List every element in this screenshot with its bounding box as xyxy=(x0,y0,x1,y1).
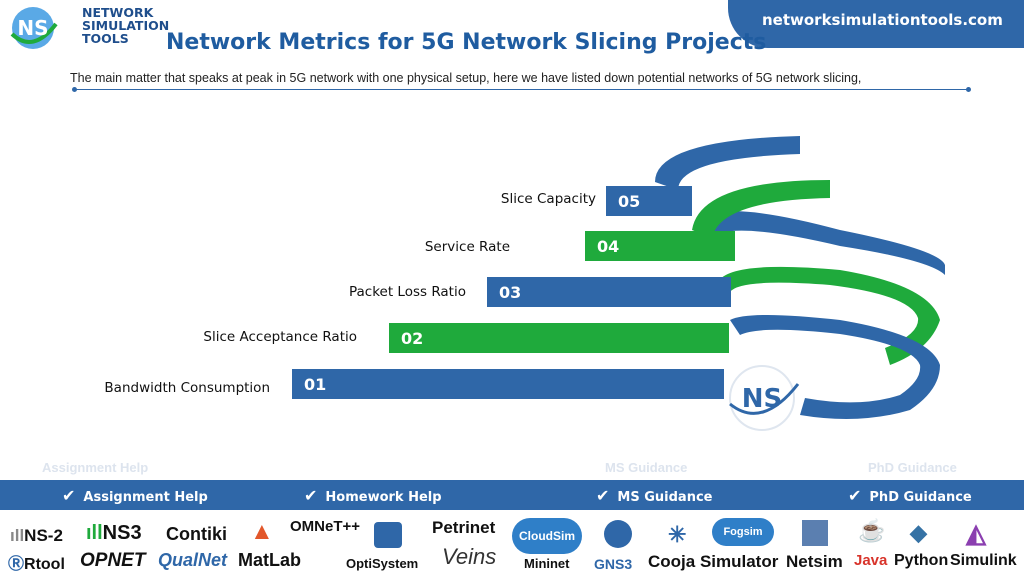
java-icon: ☕ xyxy=(858,518,886,543)
metric-number-5: 05 xyxy=(618,192,641,211)
metric-number-4: 04 xyxy=(597,237,620,256)
subtitle-dot-right xyxy=(966,87,971,92)
ghost-ms: MS Guidance xyxy=(605,460,688,475)
brand-logo[interactable]: NS NETWORK SIMULATION TOOLS xyxy=(4,2,169,54)
gns3-icon xyxy=(604,520,632,548)
check-icon: ✔ xyxy=(304,486,318,505)
veins-logo: Veins xyxy=(442,544,497,569)
cooja-icon: ✳ xyxy=(668,522,687,547)
python-logo: Python xyxy=(894,552,949,569)
matlab-icon: ▲ xyxy=(250,518,274,545)
metric-label-2: Slice Acceptance Ratio xyxy=(203,329,357,345)
cloudsim-logo: CloudSim xyxy=(512,518,582,554)
simulink-logo: Simulink xyxy=(950,552,1017,569)
metric-label-1: Bandwidth Consumption xyxy=(104,380,270,396)
metric-number-1: 01 xyxy=(304,375,327,394)
homework-help-link[interactable]: ✔ Homework Help xyxy=(304,486,442,505)
ns-badge-icon: NS xyxy=(729,365,800,431)
python-icon: ◆ xyxy=(910,520,927,545)
java-logo: Java xyxy=(854,552,888,569)
netsim-icon xyxy=(802,520,828,546)
ms-guidance-link[interactable]: ✔ MS Guidance xyxy=(596,486,713,505)
ghost-phd: PhD Guidance xyxy=(868,460,957,475)
ghost-assignment: Assignment Help xyxy=(42,460,149,475)
subtitle-underline xyxy=(74,89,970,90)
metric-bar-3: 03 xyxy=(487,277,731,307)
site-url-tab[interactable]: networksimulationtools.com xyxy=(728,0,1024,48)
gns3-logo: GNS3 xyxy=(594,556,633,572)
metric-label-3: Packet Loss Ratio xyxy=(348,284,466,300)
page-subtitle: The main matter that speaks at peak in 5… xyxy=(70,71,862,85)
optisystem-logo: OptiSystem xyxy=(346,556,419,571)
mininet-logo: Mininet xyxy=(524,556,570,571)
tools-row: ıllNS-2 ıllNS3 Contiki ▲ OMNeT++ Petrine… xyxy=(0,514,1024,576)
phd-guidance-link[interactable]: ✔ PhD Guidance xyxy=(848,486,972,505)
matlab-logo: MatLab xyxy=(238,550,301,570)
netsim-logo: Netsim xyxy=(786,552,843,571)
metric-number-2: 02 xyxy=(401,329,424,348)
brand-name: NETWORK SIMULATION TOOLS xyxy=(82,5,170,46)
cooja-logo: Cooja Simulator xyxy=(648,552,779,571)
svg-text:NS: NS xyxy=(742,384,783,414)
omnet-logo: OMNeT++ xyxy=(290,518,361,535)
site-url[interactable]: networksimulationtools.com xyxy=(762,11,1003,29)
assignment-help-link[interactable]: ✔ Assignment Help xyxy=(62,486,208,505)
qualnet-logo: QualNet xyxy=(158,550,228,570)
metric-label-5: Slice Capacity xyxy=(500,191,596,207)
page-title: Network Metrics for 5G Network Slicing P… xyxy=(166,30,767,55)
opnet-logo: OPNET xyxy=(80,550,146,571)
check-icon: ✔ xyxy=(62,486,76,505)
metric-bar-4: 04 xyxy=(585,231,735,261)
metric-label-4: Service Rate xyxy=(424,239,510,255)
metric-number-3: 03 xyxy=(499,283,522,302)
svg-text:NS: NS xyxy=(17,16,48,40)
ns-logo-icon: NS xyxy=(10,7,58,49)
check-icon: ✔ xyxy=(596,486,610,505)
rtool-logo: ⓇRtool xyxy=(8,556,65,573)
metric-bar-5: 05 xyxy=(606,186,692,216)
fogsim-logo: Fogsim xyxy=(712,518,774,546)
metric-bar-1: 01 xyxy=(292,369,724,399)
petrinet-logo: Petrinet xyxy=(432,518,496,537)
check-icon: ✔ xyxy=(848,486,862,505)
contiki-logo: Contiki xyxy=(166,524,227,544)
ns2-logo: ıllNS-2 xyxy=(10,526,63,545)
ns3-logo: ıllNS3 xyxy=(86,522,142,544)
optisystem-icon xyxy=(374,522,402,548)
guidance-strip: ✔ Assignment Help ✔ Homework Help ✔ MS Guid… xyxy=(0,480,1024,510)
simulink-icon: ◭ xyxy=(966,518,986,548)
stacked-arcs-graphic xyxy=(655,136,945,419)
metric-bar-2: 02 xyxy=(389,323,729,353)
